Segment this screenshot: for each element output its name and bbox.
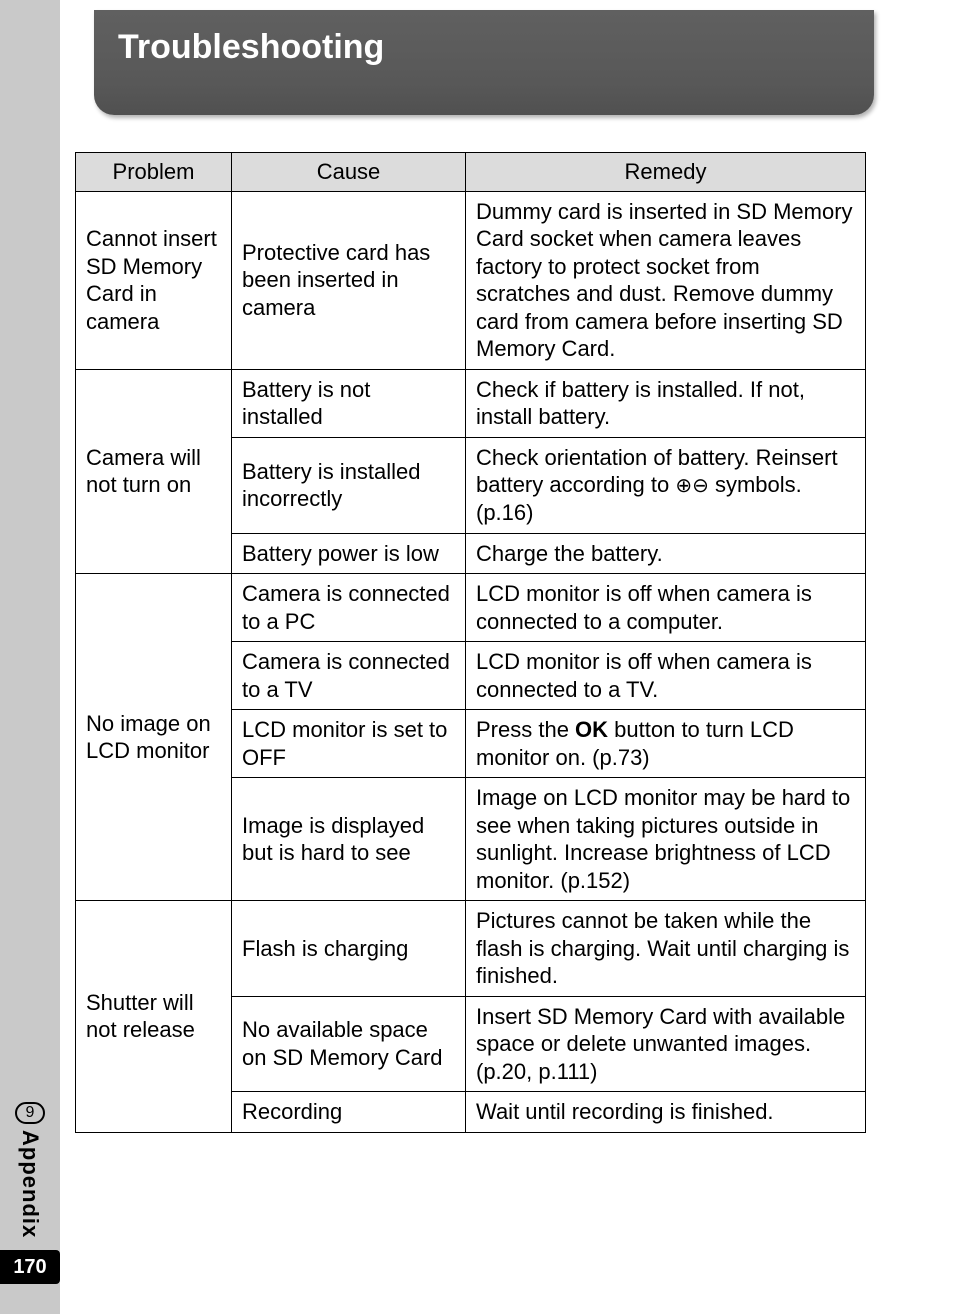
cell-remedy: LCD monitor is off when camera is connec… xyxy=(466,642,866,710)
cell-cause: Battery is not installed xyxy=(232,369,466,437)
table-row: Camera will not turn on Battery is not i… xyxy=(76,369,866,437)
page-number-chip: 170 xyxy=(0,1250,60,1284)
cell-remedy: Check if battery is installed. If not, i… xyxy=(466,369,866,437)
cell-cause: Camera is connected to a PC xyxy=(232,574,466,642)
cell-remedy: Charge the battery. xyxy=(466,533,866,574)
cell-remedy: Dummy card is inserted in SD Memory Card… xyxy=(466,191,866,369)
cell-problem: Camera will not turn on xyxy=(76,369,232,574)
cell-cause: LCD monitor is set to OFF xyxy=(232,710,466,778)
table-row: Cannot insert SD Memory Card in camera P… xyxy=(76,191,866,369)
cell-remedy: Image on LCD monitor may be hard to see … xyxy=(466,778,866,901)
col-header-problem: Problem xyxy=(76,153,232,192)
col-header-remedy: Remedy xyxy=(466,153,866,192)
cell-problem: No image on LCD monitor xyxy=(76,574,232,901)
cell-cause: No available space on SD Memory Card xyxy=(232,996,466,1092)
table-row: Shutter will not release Flash is chargi… xyxy=(76,901,866,997)
page-number: 170 xyxy=(13,1256,46,1279)
cell-cause: Protective card has been inserted in cam… xyxy=(232,191,466,369)
cell-remedy: LCD monitor is off when camera is connec… xyxy=(466,574,866,642)
cell-remedy: Wait until recording is finished. xyxy=(466,1092,866,1133)
cell-cause: Battery is installed incorrectly xyxy=(232,437,466,533)
col-header-cause: Cause xyxy=(232,153,466,192)
chapter-number: 9 xyxy=(26,1104,35,1122)
table-header-row: Problem Cause Remedy xyxy=(76,153,866,192)
cell-cause: Battery power is low xyxy=(232,533,466,574)
cell-remedy: Pictures cannot be taken while the flash… xyxy=(466,901,866,997)
cell-remedy: Check orientation of battery. Reinsert b… xyxy=(466,437,866,533)
cell-problem: Shutter will not release xyxy=(76,901,232,1133)
cell-cause: Camera is connected to a TV xyxy=(232,642,466,710)
troubleshooting-table-wrap: Problem Cause Remedy Cannot insert SD Me… xyxy=(75,152,865,1133)
side-tab: 9 Appendix xyxy=(0,1102,60,1238)
cell-cause: Image is displayed but is hard to see xyxy=(232,778,466,901)
header-tab: Troubleshooting xyxy=(94,10,874,115)
cell-remedy: Press the OK button to turn LCD monitor … xyxy=(466,710,866,778)
remedy-text-a: Press the xyxy=(476,717,575,742)
cell-cause: Flash is charging xyxy=(232,901,466,997)
chapter-number-chip: 9 xyxy=(15,1102,45,1124)
polarity-symbols-icon: ⊕⊖ xyxy=(675,475,709,497)
cell-remedy: Insert SD Memory Card with available spa… xyxy=(466,996,866,1092)
cell-cause: Recording xyxy=(232,1092,466,1133)
cell-problem: Cannot insert SD Memory Card in camera xyxy=(76,191,232,369)
troubleshooting-table: Problem Cause Remedy Cannot insert SD Me… xyxy=(75,152,866,1133)
page-title: Troubleshooting xyxy=(118,28,384,67)
chapter-label: Appendix xyxy=(17,1130,43,1238)
ok-button-label: OK xyxy=(575,717,608,742)
table-row: No image on LCD monitor Camera is connec… xyxy=(76,574,866,642)
